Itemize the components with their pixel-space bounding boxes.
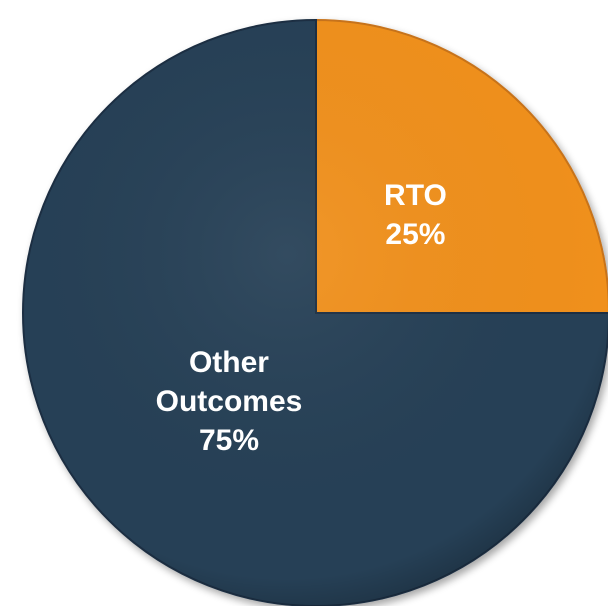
pie-label-rto: RTO 25% — [384, 179, 447, 251]
slice-percent: 75% — [199, 424, 259, 457]
pie-slice-rto — [315, 18, 608, 314]
slice-name: RTO — [384, 179, 447, 212]
slice-name: Other — [189, 346, 269, 379]
pie-labels: RTO 25% Other Outcomes 75% — [156, 179, 447, 457]
slice-percent: 25% — [385, 218, 445, 251]
pie-slices — [22, 18, 608, 606]
slice-name: Outcomes — [156, 385, 303, 418]
pie-label-other-outcomes: Other Outcomes 75% — [156, 346, 303, 457]
